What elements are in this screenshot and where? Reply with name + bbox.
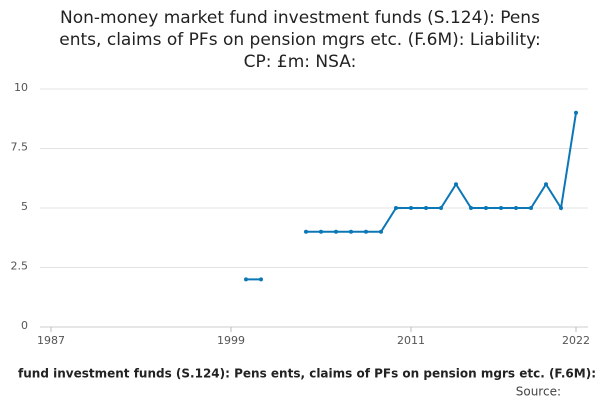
footer-caption: fund investment funds (S.124): Pens ents… (18, 367, 596, 381)
y-tick-label: 2.5 (11, 260, 29, 273)
data-point (529, 206, 533, 210)
x-tick-label: 2011 (397, 334, 425, 347)
y-tick-label: 10 (14, 81, 28, 94)
data-point (559, 206, 563, 210)
y-tick-label: 0 (21, 319, 28, 332)
chart-title: ents, claims of PFs on pension mgrs etc.… (59, 30, 540, 50)
data-point (409, 206, 413, 210)
data-point (454, 182, 458, 187)
x-tick-label: 2022 (562, 334, 590, 347)
data-point (244, 277, 248, 282)
data-point (514, 206, 518, 210)
x-tick-label: 1987 (37, 334, 65, 347)
series-line (246, 112, 577, 281)
data-point (484, 206, 488, 210)
data-point (394, 206, 398, 210)
data-point (574, 110, 578, 115)
data-point (304, 229, 308, 234)
data-point (469, 206, 473, 210)
data-point (379, 229, 383, 234)
data-point (439, 206, 443, 210)
data-point (349, 229, 353, 234)
data-point (319, 229, 323, 234)
chart-title: CP: £m: NSA: (244, 52, 357, 72)
source: Source: (516, 385, 561, 399)
data-point (424, 206, 428, 210)
x-tick-label: 1999 (217, 334, 245, 347)
data-point (544, 182, 548, 187)
y-tick-label: 5 (21, 200, 28, 213)
data-point (259, 277, 263, 282)
data-point (499, 206, 503, 210)
y-tick-label: 7.5 (11, 141, 29, 154)
chart-title: Non-money market fund investment funds (… (60, 8, 540, 28)
data-point (364, 229, 368, 234)
data-point (334, 229, 338, 234)
